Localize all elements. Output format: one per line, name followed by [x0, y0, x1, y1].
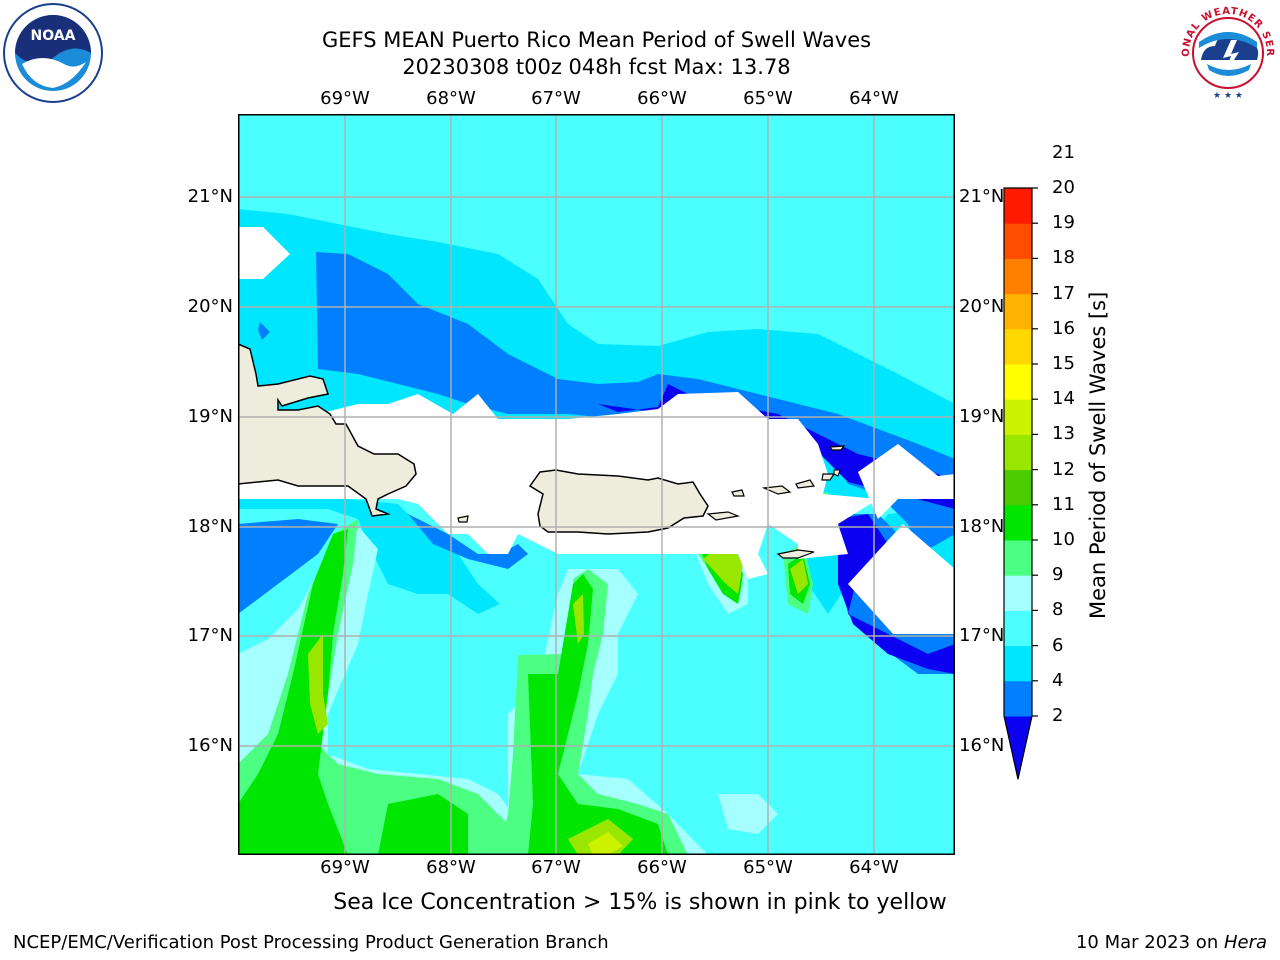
- colorbar-tick-label: 16: [1052, 317, 1075, 339]
- nodata-region-nw: [238, 227, 290, 279]
- colorbar-extend-arrow: [1004, 716, 1032, 780]
- colorbar-tick-label: 2: [1052, 705, 1064, 726]
- colorbar: [1003, 187, 1038, 780]
- colorbar-segment: [1004, 540, 1032, 576]
- footer-host: Hera: [1223, 932, 1267, 953]
- lat-tick-right: 20°N: [959, 296, 1005, 317]
- land-st-croix: [776, 549, 815, 559]
- land-puerto-rico: [528, 469, 709, 535]
- lat-tick-right: 21°N: [959, 186, 1005, 207]
- land-hispaniola: [238, 343, 417, 517]
- colorbar-segment: [1004, 364, 1032, 400]
- colorbar-tick-label: 10: [1052, 529, 1075, 550]
- nodata-region-east: [858, 444, 955, 519]
- map-frame: [238, 114, 955, 855]
- colorbar-tick-label: 15: [1052, 353, 1075, 374]
- lat-tick-left: 21°N: [187, 186, 233, 207]
- contour-10-11s-mid: [378, 794, 468, 855]
- footer-credit: NCEP/EMC/Verification Post Processing Pr…: [13, 932, 609, 953]
- colorbar-segment: [1004, 469, 1032, 506]
- contour-12-13s-east2: [790, 559, 808, 594]
- lat-tick-right: 17°N: [959, 625, 1005, 646]
- lon-tick-bottom: 67°W: [531, 857, 581, 878]
- colorbar-segment: [1004, 504, 1032, 541]
- nodata-region-notch: [452, 419, 504, 474]
- lon-tick-bottom: 65°W: [743, 857, 793, 878]
- colorbar-tick-label: 17: [1052, 282, 1075, 304]
- map-subtitle: 20230308 t00z 048h fcst Max: 13.78: [402, 55, 791, 79]
- colorbar-segment: [1004, 293, 1032, 330]
- contour-2-4s-south-coast: [408, 514, 528, 569]
- lon-tick-bottom: 66°W: [637, 857, 687, 878]
- footer-date: 10 Mar 2023 on Hera: [1076, 932, 1267, 953]
- land-islet: [833, 469, 841, 477]
- colorbar-segment: [1004, 258, 1032, 295]
- land-culebra: [731, 489, 745, 497]
- lat-tick-left: 18°N: [187, 516, 233, 537]
- lon-tick-top: 64°W: [849, 88, 899, 109]
- lat-tick-left: 16°N: [187, 735, 233, 756]
- colorbar-tick-label: 13: [1052, 423, 1075, 445]
- footer-date-text: 10 Mar 2023 on: [1075, 932, 1224, 953]
- colorbar-tick-label: 12: [1052, 458, 1075, 480]
- colorbar-segment: [1004, 399, 1032, 435]
- colorbar-tick-label: 18: [1052, 247, 1075, 269]
- colorbar-tick-label: 6: [1052, 634, 1064, 656]
- lat-tick-left: 20°N: [187, 296, 233, 317]
- lat-tick-right: 19°N: [959, 406, 1005, 427]
- colorbar-segment: [1004, 610, 1032, 647]
- lon-tick-top: 65°W: [743, 88, 793, 109]
- lat-tick-right: 16°N: [959, 735, 1005, 756]
- colorbar-tick-label: 11: [1052, 493, 1075, 515]
- land-vieques: [706, 511, 741, 521]
- swell-period-map: [238, 114, 955, 855]
- colorbar-tick-label: 8: [1052, 599, 1064, 621]
- colorbar-tick-label: 14: [1052, 388, 1075, 410]
- colorbar-segment: [1004, 223, 1032, 259]
- nws-logo: NATIONAL WEATHER SERVICE ★ ★ ★: [1177, 2, 1277, 102]
- noaa-logo-text: NOAA: [31, 28, 76, 44]
- lon-tick-top: 69°W: [320, 88, 370, 109]
- contour-2-4s-west: [238, 519, 338, 614]
- map-gridlines: [238, 114, 955, 855]
- lon-tick-bottom: 64°W: [849, 857, 899, 878]
- noaa-logo: NOAA: [3, 3, 103, 103]
- colorbar-segment: [1004, 434, 1032, 471]
- sea-ice-footnote: Sea Ice Concentration > 15% is shown in …: [333, 890, 947, 915]
- colorbar-tick-label: 9: [1052, 564, 1064, 586]
- land-anegada: [828, 445, 846, 451]
- colorbar-tick-label: 21: [1052, 141, 1075, 163]
- colorbar-tick-label: 19: [1052, 212, 1075, 234]
- colorbar-segment: [1004, 645, 1032, 682]
- contour-2-4s-nw-speck: [258, 322, 270, 340]
- colorbar-segment: [1004, 328, 1032, 365]
- svg-text:★ ★ ★: ★ ★ ★: [1213, 91, 1243, 101]
- lon-tick-bottom: 68°W: [426, 857, 476, 878]
- contour-10-11s-south: [528, 574, 668, 855]
- colorbar-tick-label: 4: [1052, 669, 1064, 691]
- colorbar-segment: [1004, 188, 1032, 224]
- colorbar-segment: [1004, 680, 1032, 717]
- lon-tick-top: 66°W: [637, 88, 687, 109]
- land-mona-island: [457, 515, 469, 523]
- colorbar-tick-label: 20: [1052, 177, 1075, 198]
- lon-tick-top: 68°W: [426, 88, 476, 109]
- contour-13-14s-bottom: [588, 832, 623, 855]
- colorbar-label: Mean Period of Swell Waves [s]: [1086, 291, 1110, 619]
- lat-tick-left: 19°N: [187, 406, 233, 427]
- colorbar-segment: [1004, 575, 1032, 611]
- lat-tick-left: 17°N: [187, 625, 233, 646]
- contour-12-13s-south: [573, 594, 584, 644]
- contour-12-13s-west: [308, 634, 328, 734]
- land-virgin-islands: [761, 473, 836, 495]
- contour-below-2s-se: [838, 514, 955, 674]
- contour-10-11s-west: [238, 529, 348, 855]
- lat-tick-right: 18°N: [959, 516, 1005, 537]
- map-title: GEFS MEAN Puerto Rico Mean Period of Swe…: [321, 28, 872, 52]
- contour-4-6s-south: [238, 499, 500, 614]
- contour-8-9s-se: [718, 794, 778, 834]
- lon-tick-top: 67°W: [531, 88, 581, 109]
- lon-tick-bottom: 69°W: [320, 857, 370, 878]
